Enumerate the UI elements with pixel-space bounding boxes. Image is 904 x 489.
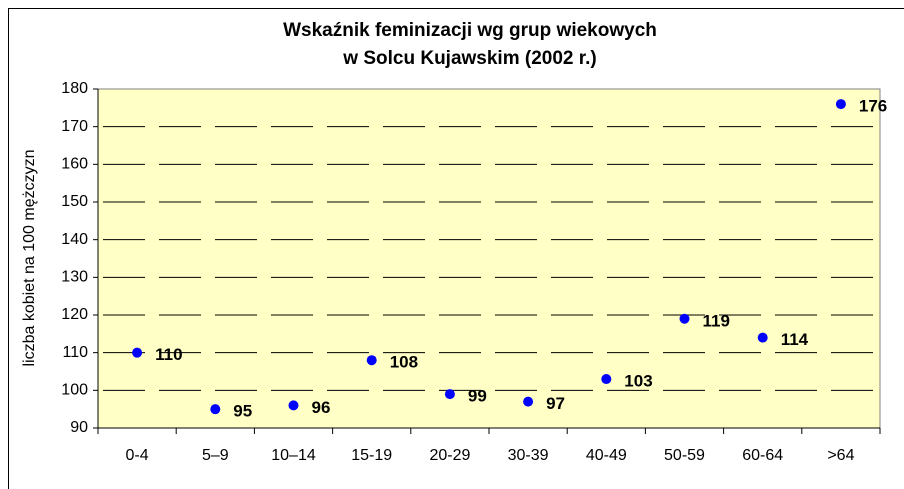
point (835, 99, 846, 110)
x-tick-label: 30-39 (508, 447, 549, 464)
value-label: 103 (624, 372, 652, 391)
x-tick-label: 60-64 (742, 447, 783, 464)
point (210, 404, 221, 415)
value-label: 110 (155, 345, 182, 364)
value-label: 176 (859, 97, 887, 116)
x-tick-label: 40-49 (586, 447, 627, 464)
y-axis-label: liczba kobiet na 100 mężczyzn (21, 150, 38, 367)
value-label: 96 (312, 398, 331, 417)
x-tick-label: 15-19 (351, 447, 392, 464)
point (444, 389, 455, 400)
x-tick-label: 0-4 (126, 447, 149, 464)
value-label: 97 (546, 394, 565, 413)
point (288, 400, 299, 411)
x-tick-label: 50-59 (664, 447, 705, 464)
y-tick-label: 180 (61, 80, 88, 97)
chart-title: Wskaźnik feminizacji wg grup wiekowych (283, 20, 657, 41)
y-tick-label: 110 (62, 344, 88, 361)
point (132, 347, 143, 358)
value-label: 95 (233, 402, 252, 421)
chart-subtitle: w Solcu Kujawskim (2002 r.) (342, 48, 596, 69)
y-tick-label: 150 (61, 193, 88, 210)
point (523, 396, 534, 407)
x-tick-label: 5–9 (202, 447, 229, 464)
point (366, 355, 377, 366)
y-tick-label: 170 (61, 118, 88, 135)
x-tick-label: >64 (827, 447, 854, 464)
y-tick-label: 160 (61, 156, 88, 173)
value-label: 114 (781, 330, 809, 349)
point (601, 374, 612, 385)
y-tick-label: 120 (61, 306, 88, 323)
value-label: 99 (468, 387, 487, 406)
y-tick-label: 130 (61, 269, 88, 286)
value-label: 108 (390, 353, 418, 372)
plot-area (97, 88, 881, 429)
y-tick-label: 100 (61, 382, 88, 399)
x-tick-label: 10–14 (271, 447, 316, 464)
point (679, 313, 690, 324)
value-label: 119 (703, 311, 730, 330)
x-tick-label: 20-29 (429, 447, 470, 464)
y-tick-label: 140 (61, 231, 88, 248)
y-tick-label: 90 (70, 419, 88, 436)
point (757, 332, 768, 343)
